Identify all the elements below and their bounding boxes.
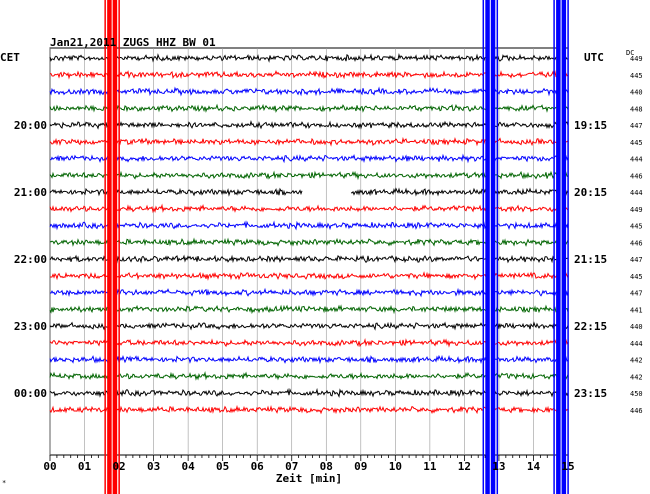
- dc-offset-label: 442: [630, 373, 643, 381]
- seismic-trace: [49, 370, 569, 381]
- dc-offset-label: 446: [630, 239, 643, 247]
- seismic-trace: [49, 387, 569, 398]
- x-tick-label: 13: [492, 460, 505, 473]
- x-tick-label: 05: [216, 460, 229, 473]
- dc-offset-label: 446: [630, 172, 643, 180]
- right-time-label: 23:15: [574, 387, 607, 400]
- x-axis-label: Zeit [min]: [276, 472, 342, 485]
- dc-header: DC: [626, 49, 634, 57]
- footnote: *: [2, 479, 6, 487]
- dc-offset-label: 447: [630, 256, 643, 264]
- x-tick-label: 08: [320, 460, 333, 473]
- right-time-label: 20:15: [574, 186, 607, 199]
- seismic-events: [104, 0, 569, 494]
- left-time-label: 20:00: [14, 119, 47, 132]
- dc-offset-label: 445: [630, 139, 643, 147]
- seismic-trace: [49, 203, 569, 214]
- x-tick-label: 12: [458, 460, 471, 473]
- dc-offset-label: 447: [630, 122, 643, 130]
- x-tick-label: 06: [251, 460, 265, 473]
- dc-offset-label: 441: [630, 306, 643, 314]
- dc-offset-label: 444: [630, 189, 643, 197]
- x-tick-label: 07: [285, 460, 298, 473]
- x-tick-label: 09: [354, 460, 367, 473]
- dc-offset-label: 448: [630, 105, 643, 113]
- seismic-traces: [49, 53, 569, 415]
- seismic-trace: [49, 86, 569, 97]
- seismic-trace: [49, 287, 569, 298]
- chart-title: Jan21,2011 ZUGS HHZ BW 01: [50, 36, 216, 49]
- seismic-trace: [49, 170, 569, 181]
- left-time-label: 22:00: [14, 253, 47, 266]
- seismic-trace: [49, 337, 569, 348]
- seismic-trace: [49, 304, 569, 315]
- x-tick-label: 02: [112, 460, 125, 473]
- seismic-trace: [49, 136, 569, 147]
- x-tick-label: 01: [78, 460, 92, 473]
- grid: [49, 47, 569, 461]
- dc-offset-label: 444: [630, 340, 643, 348]
- right-timezone-label: UTC: [584, 51, 604, 64]
- dc-offset-label: 442: [630, 357, 643, 365]
- x-tick-label: 10: [389, 460, 402, 473]
- dc-offset-label: 440: [630, 323, 643, 331]
- seismic-trace: [49, 220, 569, 231]
- x-tick-label: 14: [527, 460, 541, 473]
- seismic-trace: [49, 120, 569, 130]
- left-time-label: 23:00: [14, 320, 47, 333]
- left-time-label: 21:00: [14, 186, 47, 199]
- seismic-trace: [49, 103, 569, 113]
- seismic-trace: [49, 69, 569, 80]
- dc-offset-label: 440: [630, 89, 643, 97]
- seismic-trace: [50, 271, 569, 281]
- seismic-trace: [49, 404, 569, 415]
- dc-offset-label: 449: [630, 206, 643, 214]
- axis-labels: Jan21,2011 ZUGS HHZ BW 01 CET UTC DC Zei…: [0, 36, 643, 487]
- x-tick-label: 11: [423, 460, 437, 473]
- dc-offset-label: 449: [630, 55, 643, 63]
- seismic-trace: [49, 187, 569, 197]
- dc-offset-label: 444: [630, 156, 643, 164]
- dc-offset-label: 446: [630, 407, 643, 415]
- x-tick-label: 04: [182, 460, 196, 473]
- seismic-trace: [49, 53, 569, 63]
- x-tick-label: 00: [43, 460, 56, 473]
- x-tick-label: 03: [147, 460, 160, 473]
- seismic-trace: [49, 321, 569, 331]
- left-timezone-label: CET: [0, 51, 20, 64]
- right-time-label: 21:15: [574, 253, 607, 266]
- seismic-trace: [49, 254, 569, 264]
- dc-offset-label: 445: [630, 223, 643, 231]
- dc-offset-label: 447: [630, 290, 643, 298]
- dc-offset-label: 450: [630, 390, 643, 398]
- right-time-label: 19:15: [574, 119, 607, 132]
- dc-offset-label: 445: [630, 72, 643, 80]
- dc-offset-label: 445: [630, 273, 643, 281]
- x-tick-label: 15: [561, 460, 574, 473]
- left-time-label: 00:00: [14, 387, 47, 400]
- seismic-trace: [49, 237, 569, 247]
- right-time-label: 22:15: [574, 320, 607, 333]
- seismic-trace: [49, 153, 569, 164]
- seismic-trace: [49, 354, 569, 365]
